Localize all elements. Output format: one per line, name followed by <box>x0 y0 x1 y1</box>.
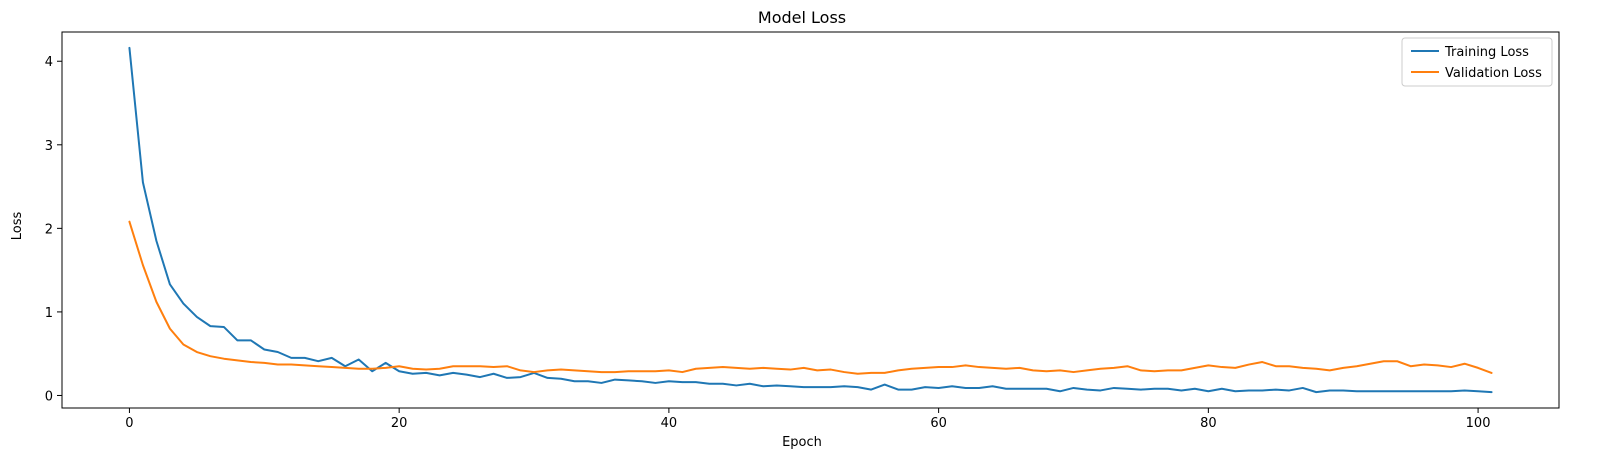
x-tick-label: 0 <box>125 416 133 431</box>
series-line-validation-loss <box>128 220 1493 375</box>
legend-label: Training Loss <box>1444 45 1529 60</box>
x-tick-label: 60 <box>930 416 947 431</box>
chart-title: Model Loss <box>758 8 846 27</box>
legend: Training Loss Validation Loss <box>1401 37 1553 87</box>
x-tick-label: 80 <box>1200 416 1217 431</box>
legend-label: Validation Loss <box>1445 66 1542 81</box>
y-tick-label: 0 <box>45 389 53 404</box>
series-line-training-loss <box>128 46 1493 394</box>
plot-frame <box>61 31 1560 409</box>
y-axis-label: Loss <box>10 212 25 241</box>
x-tick-label: 20 <box>391 416 408 431</box>
y-tick-label: 1 <box>45 306 53 321</box>
legend-box <box>1401 37 1553 87</box>
x-axis: 0 20 40 60 80 100 <box>125 408 1490 431</box>
x-axis-label: Epoch <box>782 435 822 450</box>
y-tick-label: 3 <box>45 139 53 154</box>
x-tick-label: 40 <box>661 416 678 431</box>
y-axis: 0 1 2 3 4 <box>45 55 62 404</box>
y-tick-label: 4 <box>45 55 53 70</box>
y-tick-label: 2 <box>45 222 53 237</box>
x-tick-label: 100 <box>1466 416 1491 431</box>
plot-area <box>128 46 1493 394</box>
